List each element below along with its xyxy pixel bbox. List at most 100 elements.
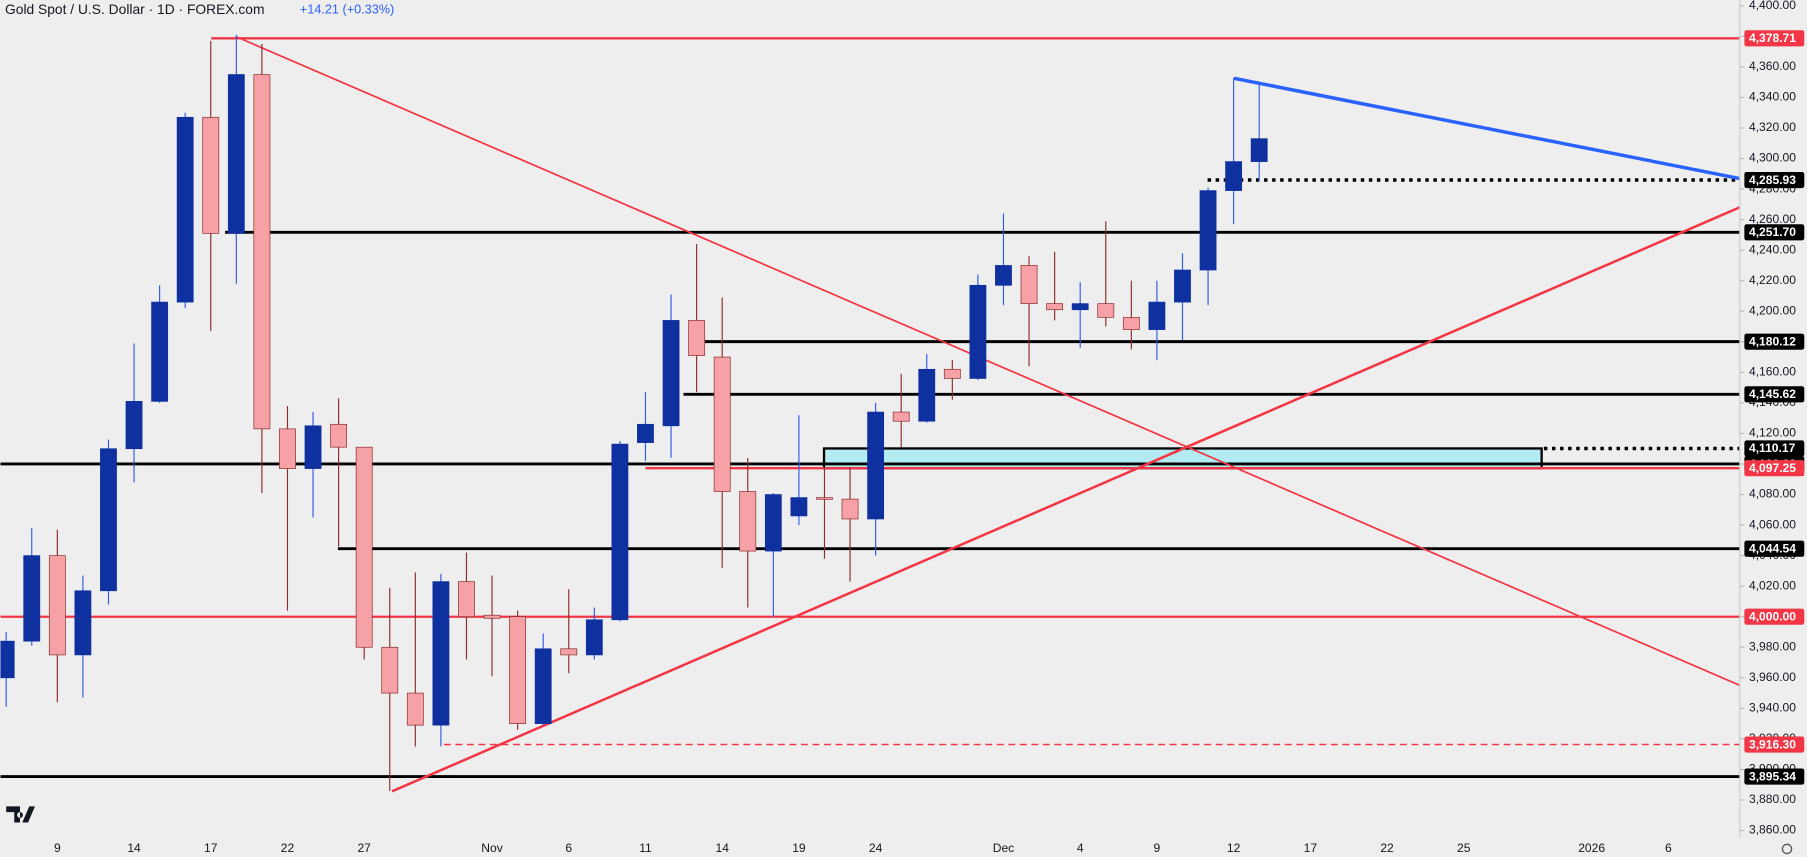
x-tick-label: 25 bbox=[1457, 841, 1471, 855]
x-tick-label: 14 bbox=[127, 841, 141, 855]
level-label: 4,285.93 bbox=[1749, 173, 1796, 187]
candle-body bbox=[1020, 265, 1038, 304]
candle-body bbox=[381, 646, 399, 694]
y-tick-label: 4,400.00 bbox=[1749, 0, 1796, 12]
level-badge bbox=[1744, 736, 1805, 753]
candle-body bbox=[176, 116, 194, 303]
y-tick-label: 4,080.00 bbox=[1749, 487, 1796, 501]
y-tick-label: 4,220.00 bbox=[1749, 273, 1796, 287]
candle-body bbox=[662, 320, 680, 427]
level-label: 4,145.62 bbox=[1749, 387, 1796, 401]
candle-body bbox=[1148, 301, 1166, 330]
candle-body bbox=[227, 74, 245, 234]
trendline bbox=[1233, 76, 1740, 181]
x-tick-label: 6 bbox=[1665, 841, 1672, 855]
y-tick-label: 4,260.00 bbox=[1749, 212, 1796, 226]
x-tick-label: 12 bbox=[1227, 841, 1241, 855]
x-tick-label: 2026 bbox=[1578, 841, 1605, 855]
level-label: 4,097.25 bbox=[1749, 461, 1796, 475]
candle-body bbox=[100, 448, 117, 592]
x-tick-label: 6 bbox=[565, 841, 572, 855]
y-tick-label: 4,360.00 bbox=[1749, 59, 1796, 73]
candle-body bbox=[790, 497, 808, 517]
levels bbox=[0, 37, 1740, 779]
level-badge bbox=[1744, 30, 1805, 47]
candle-body bbox=[1046, 303, 1064, 311]
candle-body bbox=[355, 446, 373, 648]
y-tick-label: 4,320.00 bbox=[1749, 120, 1796, 134]
settings-icon[interactable] bbox=[1781, 843, 1793, 855]
trendline bbox=[391, 206, 1740, 793]
y-tick-label: 4,020.00 bbox=[1749, 578, 1796, 592]
candle-body bbox=[279, 428, 296, 469]
candle-body bbox=[1071, 303, 1089, 311]
candle-body bbox=[74, 590, 92, 656]
x-tick-label: Dec bbox=[993, 841, 1014, 855]
candle-body bbox=[943, 368, 961, 379]
chart-title: Gold Spot / U.S. Dollar · 1D · FOREX.com bbox=[5, 1, 264, 17]
candle-body bbox=[1199, 190, 1217, 271]
candle-body bbox=[969, 284, 987, 379]
candle-body bbox=[48, 555, 66, 656]
level-badge bbox=[1744, 440, 1805, 457]
x-tick-label: 19 bbox=[792, 841, 806, 855]
candle-body bbox=[151, 301, 169, 402]
x-tick-label: 17 bbox=[1304, 841, 1318, 855]
level-badge bbox=[1744, 608, 1805, 625]
candles bbox=[0, 34, 1268, 791]
level-label: 4,110.17 bbox=[1749, 441, 1796, 455]
plot-area bbox=[0, 34, 1740, 793]
x-tick-label: 22 bbox=[1380, 841, 1394, 855]
y-tick-label: 4,060.00 bbox=[1749, 517, 1796, 531]
y-tick-label: 4,340.00 bbox=[1749, 90, 1796, 104]
level-badge bbox=[1744, 171, 1805, 189]
level-label: 4,000.00 bbox=[1749, 609, 1796, 623]
y-tick-label: 3,980.00 bbox=[1749, 639, 1796, 653]
y-tick-label: 4,200.00 bbox=[1749, 303, 1796, 317]
candle-body bbox=[23, 555, 41, 642]
y-tick-label: 3,960.00 bbox=[1749, 670, 1796, 684]
x-tick-label: 9 bbox=[54, 841, 61, 855]
candle-body bbox=[611, 443, 629, 621]
level-badges: 4,378.71 4,285.93 4,251.70 4,180.12 4,145.62… bbox=[1744, 30, 1805, 785]
level-badge bbox=[1744, 460, 1805, 477]
x-tick-label: 14 bbox=[715, 841, 729, 855]
candle-body bbox=[1174, 269, 1191, 303]
x-tick-label: 27 bbox=[357, 841, 371, 855]
level-label: 3,916.30 bbox=[1749, 737, 1796, 751]
candle-body bbox=[995, 265, 1012, 286]
y-tick-label: 3,940.00 bbox=[1749, 701, 1796, 715]
candle-body bbox=[125, 401, 143, 450]
y-tick-label: 3,860.00 bbox=[1749, 823, 1796, 837]
level-label: 3,895.34 bbox=[1749, 769, 1796, 783]
candle-body bbox=[918, 368, 936, 422]
candle-body bbox=[1097, 303, 1115, 318]
candle-body bbox=[713, 356, 731, 492]
level-label: 4,044.54 bbox=[1749, 541, 1796, 555]
candle-body bbox=[253, 74, 271, 430]
candle-body bbox=[202, 116, 220, 234]
level-label: 4,180.12 bbox=[1749, 334, 1796, 348]
candle-body bbox=[304, 425, 322, 469]
candle-body bbox=[0, 640, 15, 679]
candle-body bbox=[534, 648, 552, 724]
candle-body bbox=[841, 498, 859, 520]
candle-body bbox=[739, 491, 757, 552]
candle-body bbox=[458, 581, 475, 618]
logo-mark bbox=[6, 806, 35, 823]
x-tick-label: 11 bbox=[639, 841, 652, 855]
x-tick-label: 9 bbox=[1154, 841, 1161, 855]
y-tick-label: 4,160.00 bbox=[1749, 365, 1796, 379]
y-tick-label: 4,300.00 bbox=[1749, 151, 1796, 165]
candle-body bbox=[1250, 138, 1268, 162]
level-badge bbox=[1744, 768, 1805, 785]
level-badge bbox=[1744, 333, 1805, 350]
level-label: 4,251.70 bbox=[1749, 225, 1796, 239]
candle-body bbox=[406, 692, 424, 726]
candle-body bbox=[432, 581, 450, 726]
candle-body bbox=[585, 619, 603, 656]
candle-body bbox=[764, 494, 782, 552]
